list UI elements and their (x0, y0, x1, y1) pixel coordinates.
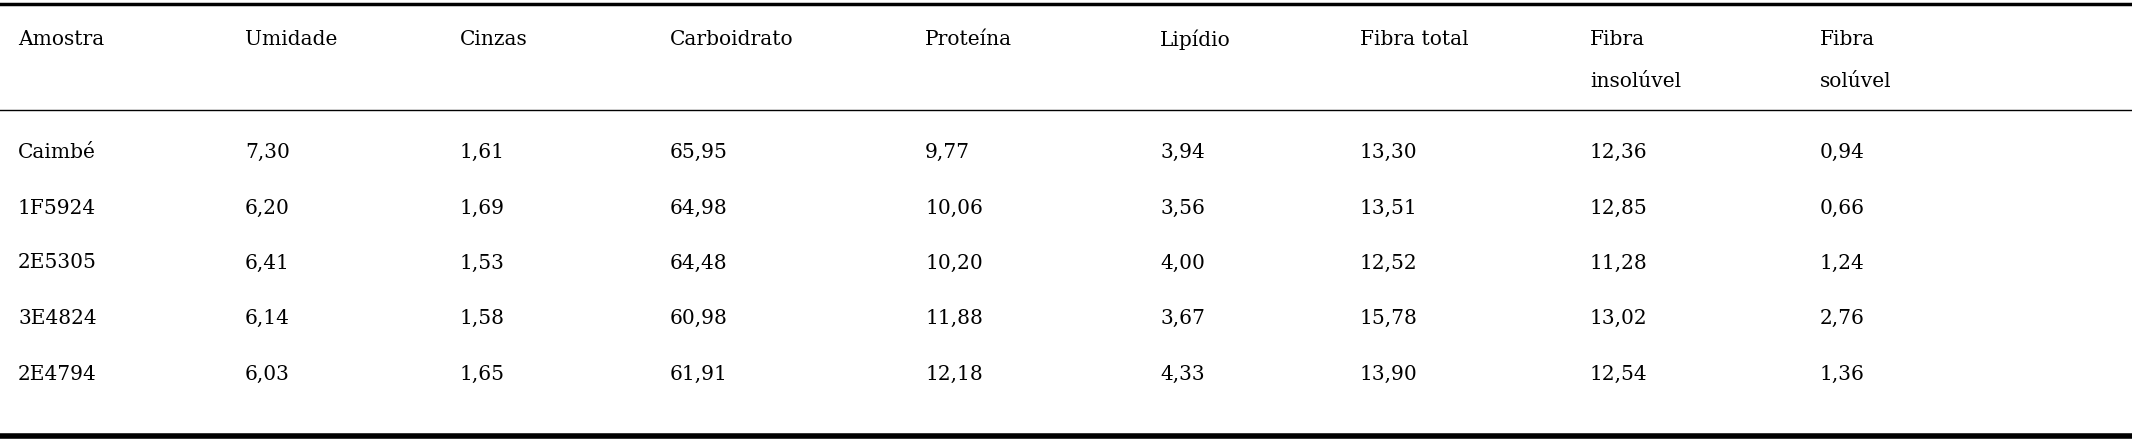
Text: 3E4824: 3E4824 (17, 309, 96, 327)
Text: 1,65: 1,65 (461, 364, 505, 384)
Text: solúvel: solúvel (1821, 72, 1891, 91)
Text: 1,53: 1,53 (461, 253, 505, 273)
Text: 6,20: 6,20 (245, 198, 290, 218)
Text: 1,69: 1,69 (461, 198, 505, 218)
Text: 65,95: 65,95 (669, 143, 727, 161)
Text: 15,78: 15,78 (1360, 309, 1418, 327)
Text: 1,36: 1,36 (1821, 364, 1866, 384)
Text: 1F5924: 1F5924 (17, 198, 96, 218)
Text: 10,06: 10,06 (925, 198, 983, 218)
Text: 12,85: 12,85 (1590, 198, 1648, 218)
Text: 64,48: 64,48 (669, 253, 727, 273)
Text: 61,91: 61,91 (669, 364, 727, 384)
Text: 4,00: 4,00 (1160, 253, 1205, 273)
Text: 2E5305: 2E5305 (17, 253, 96, 273)
Text: 11,88: 11,88 (925, 309, 983, 327)
Text: Fibra: Fibra (1590, 30, 1646, 49)
Text: 4,33: 4,33 (1160, 364, 1205, 384)
Text: insolúvel: insolúvel (1590, 72, 1682, 91)
Text: 7,30: 7,30 (245, 143, 290, 161)
Text: 9,77: 9,77 (925, 143, 970, 161)
Text: 3,94: 3,94 (1160, 143, 1205, 161)
Text: 11,28: 11,28 (1590, 253, 1648, 273)
Text: 2,76: 2,76 (1821, 309, 1866, 327)
Text: Carboidrato: Carboidrato (669, 30, 793, 49)
Text: 13,51: 13,51 (1360, 198, 1418, 218)
Text: 0,66: 0,66 (1821, 198, 1866, 218)
Text: 2E4794: 2E4794 (17, 364, 96, 384)
Text: 3,67: 3,67 (1160, 309, 1205, 327)
Text: 12,54: 12,54 (1590, 364, 1648, 384)
Text: Fibra total: Fibra total (1360, 30, 1469, 49)
Text: 1,58: 1,58 (461, 309, 505, 327)
Text: Proteína: Proteína (925, 30, 1013, 49)
Text: 6,03: 6,03 (245, 364, 290, 384)
Text: 6,41: 6,41 (245, 253, 290, 273)
Text: Umidade: Umidade (245, 30, 337, 49)
Text: 3,56: 3,56 (1160, 198, 1205, 218)
Text: 0,94: 0,94 (1821, 143, 1866, 161)
Text: 13,30: 13,30 (1360, 143, 1418, 161)
Text: 13,02: 13,02 (1590, 309, 1648, 327)
Text: 64,98: 64,98 (669, 198, 727, 218)
Text: Fibra: Fibra (1821, 30, 1876, 49)
Text: 60,98: 60,98 (669, 309, 727, 327)
Text: 10,20: 10,20 (925, 253, 983, 273)
Text: 1,24: 1,24 (1821, 253, 1866, 273)
Text: 12,36: 12,36 (1590, 143, 1648, 161)
Text: Cinzas: Cinzas (461, 30, 529, 49)
Text: Caimbé: Caimbé (17, 143, 96, 161)
Text: 12,52: 12,52 (1360, 253, 1418, 273)
Text: 1,61: 1,61 (461, 143, 505, 161)
Text: 12,18: 12,18 (925, 364, 983, 384)
Text: Lipídio: Lipídio (1160, 30, 1230, 50)
Text: 6,14: 6,14 (245, 309, 290, 327)
Text: Amostra: Amostra (17, 30, 104, 49)
Text: 13,90: 13,90 (1360, 364, 1418, 384)
